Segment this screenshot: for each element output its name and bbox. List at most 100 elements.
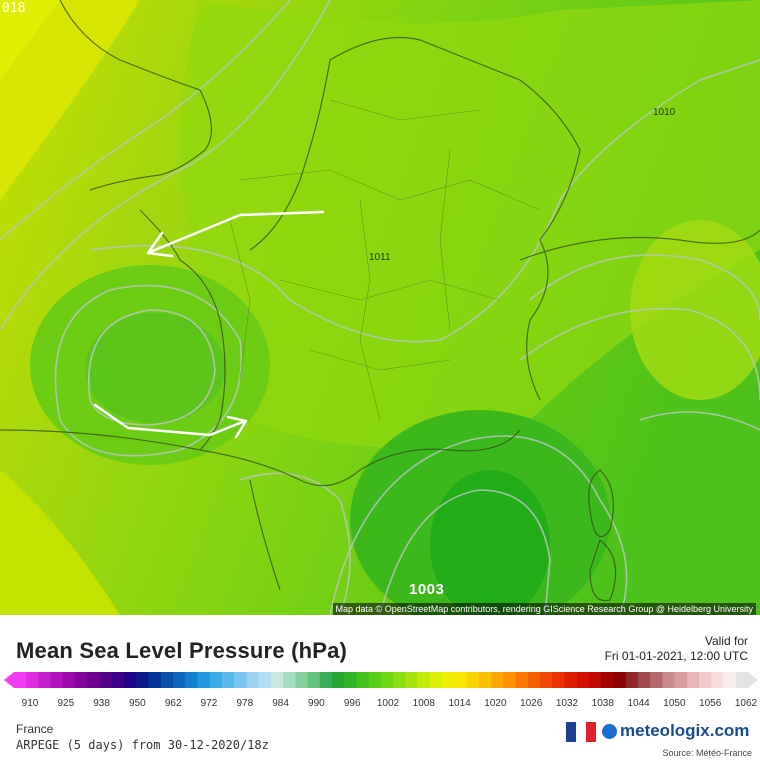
scale-swatch (14, 672, 27, 688)
scale-tick-label: 1044 (627, 698, 650, 709)
borders (0, 0, 760, 602)
scale-swatch (735, 672, 749, 688)
scale-swatch (209, 672, 223, 688)
wind-arrow-north-head (146, 231, 174, 258)
scale-tick-label: 1026 (520, 698, 543, 709)
scale-swatch (283, 672, 296, 688)
scale-swatch (87, 672, 101, 688)
scale-tick-label: 1008 (413, 698, 436, 709)
scale-swatch (478, 672, 492, 688)
scale-swatch (295, 672, 309, 688)
high-pressure-shade (0, 0, 140, 200)
scale-swatch (674, 672, 688, 688)
scale-swatch (136, 672, 150, 688)
scale-swatch (356, 672, 370, 688)
scale-tick-label: 1014 (448, 698, 471, 709)
scale-swatch (258, 672, 272, 688)
scale-tick-label: 962 (165, 698, 182, 709)
isobar-label-1011: 1011 (369, 252, 391, 263)
france-flag-icon (566, 722, 596, 742)
scale-swatch (503, 672, 517, 688)
scale-tick-label: 925 (57, 698, 74, 709)
model-label: ARPEGE (5 days) from 30-12-2020/18z (16, 738, 269, 752)
scale-swatch (368, 672, 382, 688)
scale-swatch (75, 672, 88, 688)
scale-swatch (221, 672, 235, 688)
scale-tick-label: 984 (272, 698, 289, 709)
scale-swatch (613, 672, 627, 688)
scale-swatch (124, 672, 137, 688)
scale-swatch (564, 672, 578, 688)
scale-swatch (234, 672, 247, 688)
scale-swatch (417, 672, 431, 688)
scale-swatch (344, 672, 358, 688)
scale-swatch (38, 672, 52, 688)
scale-swatch (381, 672, 394, 688)
scale-swatch (442, 672, 455, 688)
scale-swatch (332, 672, 345, 688)
source-label: Source: Météo-France (662, 748, 752, 758)
france-shade (180, 0, 760, 448)
scale-swatch (319, 672, 333, 688)
regions (229, 99, 541, 421)
pressure-map: 018 1010 1011 1003 Map data © OpenStreet… (0, 0, 760, 615)
scale-swatch (650, 672, 663, 688)
region-label: France (16, 722, 54, 736)
scale-tick-label: 950 (129, 698, 146, 709)
scale-tick-label: 972 (201, 698, 218, 709)
map-attribution[interactable]: Map data © OpenStreetMap contributors, r… (332, 603, 756, 615)
scale-swatch (625, 672, 639, 688)
valid-label: Valid for (704, 634, 748, 648)
scale-swatch (62, 672, 76, 688)
valid-time: Fri 01-01-2021, 12:00 UTC (604, 649, 748, 663)
scale-swatch (466, 672, 480, 688)
high-pressure-core (0, 0, 60, 80)
sw-shade (0, 470, 120, 615)
scale-swatch (429, 672, 443, 688)
scale-tick-label: 938 (93, 698, 110, 709)
scale-low-arrow (4, 672, 14, 688)
scale-swatch (515, 672, 529, 688)
scale-tick-label: 1050 (663, 698, 686, 709)
low-pressure-label: 1003 (409, 581, 445, 598)
color-scale: 910 925 938 950 962 972 978 984 990 996 1002 1008 10… (4, 672, 758, 709)
scale-swatch (393, 672, 406, 688)
isobars (0, 0, 760, 615)
atlantic-low-core (85, 313, 225, 423)
wind-arrow-south-head (226, 415, 248, 439)
scale-tick-label: 910 (22, 698, 39, 709)
scale-swatch (197, 672, 211, 688)
scale-swatch (454, 672, 468, 688)
scale-swatch (540, 672, 553, 688)
scale-swatch (711, 672, 725, 688)
wind-arrows (93, 210, 325, 439)
scale-tick-label: 978 (236, 698, 253, 709)
scale-swatch (246, 672, 260, 688)
scale-swatch (148, 672, 162, 688)
brand-logo[interactable]: meteologix.com (602, 721, 749, 741)
brand-name: meteologix.com (620, 721, 750, 740)
scale-tick-label: 990 (308, 698, 325, 709)
scale-swatch (601, 672, 614, 688)
scale-swatch (160, 672, 174, 688)
scale-swatch (686, 672, 700, 688)
scale-swatch (552, 672, 565, 688)
alpine-high-shade (630, 220, 760, 400)
scale-tick-label: 996 (344, 698, 361, 709)
scale-swatch (50, 672, 64, 688)
scale-swatch (99, 672, 113, 688)
map-svg (0, 0, 760, 615)
scale-swatch (527, 672, 541, 688)
scale-swatch (173, 672, 186, 688)
scale-tick-label: 1032 (556, 698, 579, 709)
chart-title: Mean Sea Level Pressure (hPa) (16, 638, 348, 663)
scale-swatch (576, 672, 590, 688)
wind-arrow-south (93, 403, 247, 437)
wind-arrow-north (148, 210, 325, 254)
scale-swatch (637, 672, 651, 688)
scale-swatch (405, 672, 419, 688)
scale-swatch (662, 672, 676, 688)
scale-tick-label: 1062 (735, 698, 758, 709)
scale-swatch (26, 672, 39, 688)
frame-label: 018 (2, 1, 26, 16)
